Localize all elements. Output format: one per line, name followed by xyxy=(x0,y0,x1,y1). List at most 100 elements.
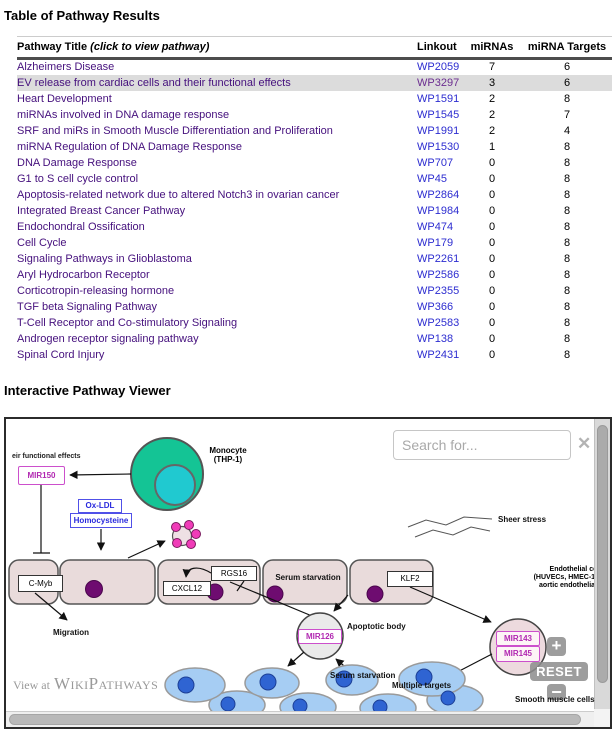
node-rgs16[interactable]: RGS16 xyxy=(211,565,257,581)
linkout-link[interactable]: WP2586 xyxy=(417,268,460,281)
linkout-link[interactable]: WP3297 xyxy=(417,76,460,89)
pathway-title-link[interactable]: Apoptosis-related network due to altered… xyxy=(17,188,340,201)
linkout-link[interactable]: WP2059 xyxy=(417,61,460,74)
table-row: miRNA Regulation of DNA Damage Response W… xyxy=(17,139,612,155)
linkout-link[interactable]: WP1530 xyxy=(417,140,460,153)
table-row: Endochondral Ossification WP474 0 8 xyxy=(17,219,612,235)
linkout-link[interactable]: WP45 xyxy=(417,172,447,185)
node-cxcl12[interactable]: CXCL12 xyxy=(163,580,211,596)
pathway-title-link[interactable]: Cell Cycle xyxy=(17,236,67,249)
mirna-count: 0 xyxy=(488,332,496,345)
vertical-scrollbar xyxy=(594,418,610,709)
linkout-link[interactable]: WP2583 xyxy=(417,316,460,329)
apoptotic-body-label: Apoptotic body xyxy=(347,621,406,631)
linkout-link[interactable]: WP2864 xyxy=(417,188,460,201)
node-mir145[interactable]: MIR145 xyxy=(496,645,540,662)
pathway-title-link[interactable]: Alzheimers Disease xyxy=(17,61,115,74)
node-mir126[interactable]: MIR126 xyxy=(298,628,342,644)
pathway-viewer: eir functional effects Monocyte (THP-1) … xyxy=(4,416,612,729)
linkout-link[interactable]: WP1591 xyxy=(417,92,460,105)
table-row: Aryl Hydrocarbon Receptor WP2586 0 8 xyxy=(17,267,612,283)
linkout-link[interactable]: WP179 xyxy=(417,236,454,249)
pathway-title-link[interactable]: Corticotropin-releasing hormone xyxy=(17,284,175,297)
pathway-title-link[interactable]: TGF beta Signaling Pathway xyxy=(17,300,158,313)
search-input[interactable] xyxy=(393,429,571,460)
linkout-link[interactable]: WP2431 xyxy=(417,348,460,361)
pathway-title-link[interactable]: miRNAs involved in DNA damage response xyxy=(17,108,230,121)
table-row: TGF beta Signaling Pathway WP366 0 8 xyxy=(17,299,612,315)
mirna-target-count: 8 xyxy=(563,332,571,345)
vertical-scrollbar-thumb[interactable] xyxy=(597,424,608,683)
table-row: Spinal Cord Injury WP2431 0 8 xyxy=(17,347,612,363)
table-row: Signaling Pathways in Glioblastoma WP2261… xyxy=(17,251,612,267)
horizontal-scrollbar-thumb[interactable] xyxy=(9,713,581,725)
mirna-target-count: 8 xyxy=(563,284,571,297)
node-mir143[interactable]: MIR143 xyxy=(496,630,540,646)
mirna-target-count: 8 xyxy=(563,220,571,233)
mirna-count: 0 xyxy=(488,156,496,169)
mirna-count: 0 xyxy=(488,204,496,217)
linkout-link[interactable]: WP138 xyxy=(417,332,454,345)
wikipathways-watermark[interactable]: View at WikiPathways xyxy=(13,674,158,694)
mirna-count: 1 xyxy=(488,140,496,153)
pathway-title-link[interactable]: Integrated Breast Cancer Pathway xyxy=(17,204,186,217)
linkout-link[interactable]: WP1545 xyxy=(417,108,460,121)
table-row: DNA Damage Response WP707 0 8 xyxy=(17,155,612,171)
pathway-title-link[interactable]: Signaling Pathways in Glioblastoma xyxy=(17,252,192,265)
mirna-target-count: 8 xyxy=(563,252,571,265)
linkout-link[interactable]: WP474 xyxy=(417,220,454,233)
search-clear-icon[interactable]: ✕ xyxy=(577,433,592,453)
linkout-link[interactable]: WP2261 xyxy=(417,252,460,265)
pathway-title-link[interactable]: miRNA Regulation of DNA Damage Response xyxy=(17,140,243,153)
mirna-target-count: 6 xyxy=(563,61,571,74)
zoom-out-button[interactable]: − xyxy=(547,683,566,701)
mirna-target-count: 8 xyxy=(563,300,571,313)
endothelial-cell-4 xyxy=(262,558,348,605)
linkout-link[interactable]: WP1991 xyxy=(417,124,460,137)
pathway-title-link[interactable]: EV release from cardiac cells and their … xyxy=(17,76,291,89)
wikipathways-logo: WikiPathways xyxy=(53,673,159,693)
table-header-row: Pathway Title (click to view pathway) Li… xyxy=(17,36,612,60)
pathway-title-link[interactable]: Endochondral Ossification xyxy=(17,220,145,233)
node-mir150[interactable]: MIR150 xyxy=(18,465,65,485)
pathway-title-link[interactable]: DNA Damage Response xyxy=(17,156,137,169)
table-row: Heart Development WP1591 2 8 xyxy=(17,91,612,107)
reset-button[interactable]: RESET xyxy=(530,661,588,681)
mirna-target-count: 8 xyxy=(563,172,571,185)
serum-starvation-label-2: Serum starvation xyxy=(330,670,396,680)
mirna-target-count: 8 xyxy=(563,236,571,249)
mirna-target-count: 8 xyxy=(563,188,571,201)
col-linkout: Linkout xyxy=(407,36,462,60)
endothelial-cell-2 xyxy=(59,558,156,605)
pathway-results-table: Pathway Title (click to view pathway) Li… xyxy=(17,36,612,363)
mirna-count: 7 xyxy=(488,61,496,74)
linkout-link[interactable]: WP707 xyxy=(417,156,454,169)
node-ox-ldl[interactable]: Ox-LDL xyxy=(78,498,122,513)
pathway-title-link[interactable]: Androgen receptor signaling pathway xyxy=(17,332,199,345)
pathway-title-link[interactable]: G1 to S cell cycle control xyxy=(17,172,139,185)
pathway-title-link[interactable]: Heart Development xyxy=(17,92,112,105)
linkout-link[interactable]: WP366 xyxy=(417,300,454,313)
linkout-link[interactable]: WP2355 xyxy=(417,284,460,297)
watermark-prefix: View at xyxy=(13,677,50,692)
mirna-target-count: 7 xyxy=(563,108,571,121)
viewer-section-title: Interactive Pathway Viewer xyxy=(4,382,171,398)
col-mirnas: miRNAs xyxy=(462,36,522,60)
linkout-link[interactable]: WP1984 xyxy=(417,204,460,217)
node-klf2[interactable]: KLF2 xyxy=(387,570,433,587)
pathway-title-link[interactable]: SRF and miRs in Smooth Muscle Differenti… xyxy=(17,124,333,137)
monocyte-nucleus xyxy=(154,463,196,506)
pathway-title-link[interactable]: Spinal Cord Injury xyxy=(17,348,105,361)
node-c-myb[interactable]: C-Myb xyxy=(18,574,63,592)
pathway-title-link[interactable]: Aryl Hydrocarbon Receptor xyxy=(17,268,150,281)
mirna-count: 0 xyxy=(488,348,496,361)
results-section-title: Table of Pathway Results xyxy=(4,8,160,23)
table-row: Integrated Breast Cancer Pathway WP1984 0 8 xyxy=(17,203,612,219)
clipped-pathway-title: eir functional effects xyxy=(12,452,81,460)
table-row: Apoptosis-related network due to altered… xyxy=(17,187,612,203)
col-mirna-targets: miRNA Targets xyxy=(522,36,612,60)
monocyte-label-line1: Monocyte xyxy=(209,445,247,455)
pathway-title-link[interactable]: T-Cell Receptor and Co-stimulatory Signa… xyxy=(17,316,238,329)
zoom-in-button[interactable]: + xyxy=(547,636,566,656)
node-homocysteine[interactable]: Homocysteine xyxy=(70,512,132,528)
